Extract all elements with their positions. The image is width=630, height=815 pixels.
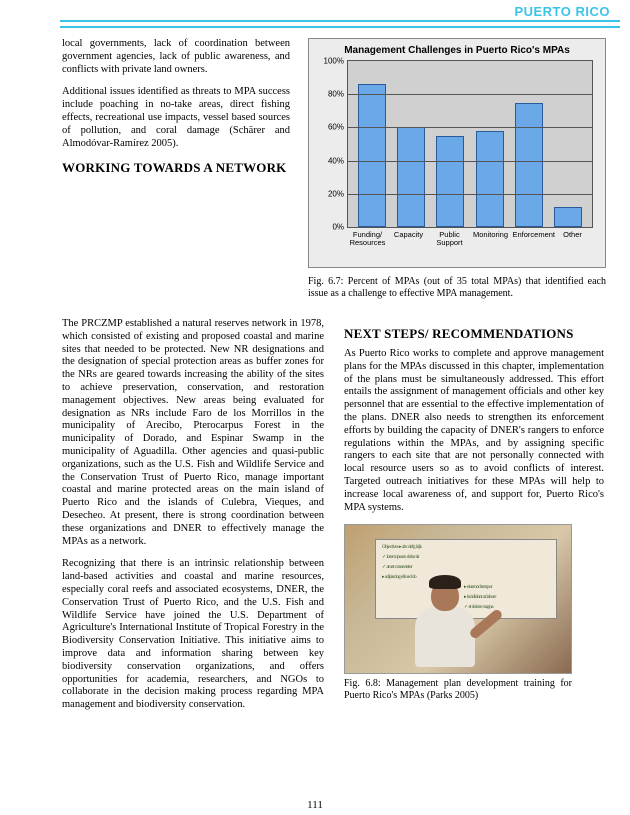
chart-x-label: Public Support [431, 231, 469, 248]
chart-y-label: 0% [318, 223, 344, 232]
photo-presenter [405, 567, 485, 667]
para-intro-1: local governments, lack of coordination … [62, 38, 290, 76]
chart-plot-area: 0%20%40%60%80%100% [347, 60, 593, 228]
para-network-1: The PRCZMP established a natural reserve… [62, 318, 324, 548]
chart-bar [436, 136, 464, 227]
chart-bar [515, 103, 543, 228]
rule-top-2 [60, 26, 620, 28]
chart-x-label: Enforcement [513, 231, 551, 248]
chart-x-label: Monitoring [472, 231, 510, 248]
training-photo: Objectives ▸ abc defg hijk ✓ lorem ipsum… [344, 524, 572, 674]
chart-x-label: Other [554, 231, 592, 248]
chart-bar [358, 84, 386, 227]
rule-top [60, 20, 620, 22]
chart-caption: Fig. 6.7: Percent of MPAs (out of 35 tot… [308, 276, 606, 300]
chart-gridline [348, 94, 592, 95]
page-content: local governments, lack of coordination … [62, 38, 610, 795]
mpa-challenges-chart: Management Challenges in Puerto Rico's M… [308, 38, 606, 268]
chart-y-label: 100% [318, 57, 344, 66]
region-header: PUERTO RICO [514, 4, 610, 19]
chart-bars [348, 61, 592, 227]
chart-y-label: 60% [318, 123, 344, 132]
heading-next-steps: NEXT STEPS/ RECOMMENDATIONS [344, 326, 604, 342]
page-number: 111 [0, 799, 630, 811]
chart-x-label: Funding/ Resources [349, 231, 387, 248]
left-column-narrow: local governments, lack of coordination … [62, 38, 290, 182]
para-network-2: Recognizing that there is an intrinsic r… [62, 558, 324, 712]
para-next-steps: As Puerto Rico works to complete and app… [344, 348, 604, 514]
chart-gridline [348, 127, 592, 128]
chart-bar [397, 127, 425, 227]
chart-y-label: 20% [318, 189, 344, 198]
chart-bar [554, 207, 582, 227]
heading-working-towards: WORKING TOWARDS A NETWORK [62, 160, 290, 176]
chart-gridline [348, 194, 592, 195]
photo-caption: Fig. 6.8: Management plan development tr… [344, 678, 572, 702]
chart-y-label: 80% [318, 90, 344, 99]
chart-title: Management Challenges in Puerto Rico's M… [317, 45, 597, 56]
chart-gridline [348, 161, 592, 162]
chart-x-labels: Funding/ ResourcesCapacityPublic Support… [347, 231, 593, 248]
chart-x-label: Capacity [390, 231, 428, 248]
chart-y-label: 40% [318, 156, 344, 165]
para-intro-2: Additional issues identified as threats … [62, 86, 290, 150]
right-column: NEXT STEPS/ RECOMMENDATIONS As Puerto Ri… [344, 318, 604, 702]
left-column-wide: The PRCZMP established a natural reserve… [62, 318, 324, 722]
chart-bar [476, 131, 504, 227]
